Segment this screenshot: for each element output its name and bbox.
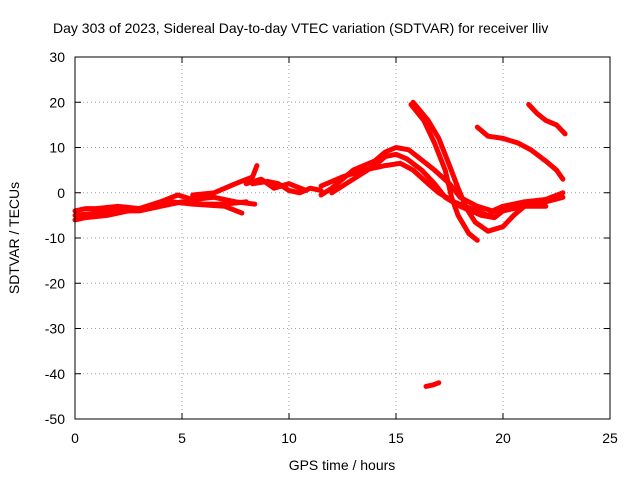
x-tick-label: 10 <box>281 430 297 446</box>
series-line-track-7 <box>318 145 506 214</box>
y-tick-label: -20 <box>45 275 65 291</box>
series-line-track-12 <box>474 124 566 182</box>
x-tick-label: 0 <box>71 430 79 446</box>
x-tick-label: 25 <box>602 430 618 446</box>
x-tick-label: 20 <box>495 430 511 446</box>
axis-ticks <box>74 56 611 420</box>
y-tick-labels: 30 20 10 0 -10 -20 -30 -40 -50 <box>45 49 65 427</box>
grid-lines <box>75 57 610 419</box>
x-tick-label: 15 <box>388 430 404 446</box>
x-axis-label: GPS time / hours <box>289 457 396 473</box>
x-tick-label: 5 <box>178 430 186 446</box>
y-tick-label: -10 <box>45 230 65 246</box>
series-line-track-6 <box>243 176 309 193</box>
y-tick-label: 30 <box>49 49 65 65</box>
series-line-track-9 <box>318 160 566 218</box>
y-tick-label: -50 <box>45 411 65 427</box>
series-line-track-3 <box>72 199 245 223</box>
series-line-track-4 <box>190 163 260 198</box>
y-tick-label: -40 <box>45 366 65 382</box>
y-axis-label: SDTVAR / TECUs <box>6 182 22 294</box>
series-line-track-8 <box>329 151 549 221</box>
series-line-track-10 <box>410 99 566 234</box>
y-tick-label: 10 <box>49 140 65 156</box>
x-tick-labels: 0 5 10 15 20 25 <box>71 430 618 446</box>
y-tick-label: -30 <box>45 321 65 337</box>
chart-title: Day 303 of 2023, Sidereal Day-to-day VTE… <box>53 20 548 36</box>
y-tick-label: 20 <box>49 94 65 110</box>
series-line-track-11 <box>408 102 480 243</box>
y-tick-label: 0 <box>57 185 65 201</box>
data-series <box>72 99 568 389</box>
series-line-track-14 <box>423 380 442 389</box>
series-line-track-13 <box>526 102 568 137</box>
